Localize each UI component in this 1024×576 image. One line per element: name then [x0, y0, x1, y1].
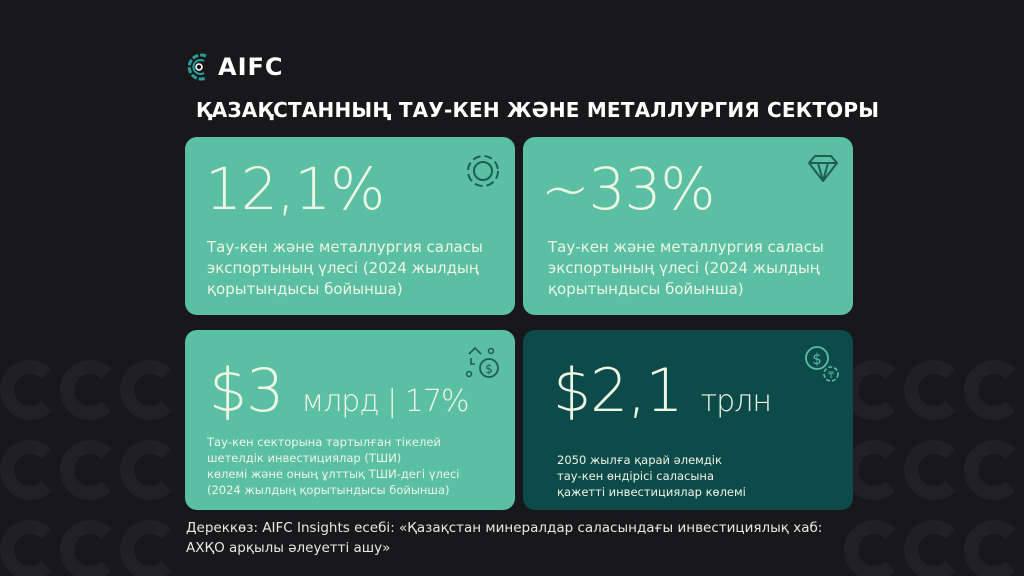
stat-card-export-share: 12,1% Тау-кен және металлургия саласы эк…: [185, 137, 515, 315]
background-pattern-right: [844, 330, 1024, 576]
stat-value: $2,1 трлн: [553, 356, 772, 426]
stat-description: Тау-кен секторына тартылған тікелей шете…: [207, 434, 459, 498]
stat-description: Тау-кен және металлургия саласы экспорты…: [207, 238, 483, 298]
stat-value: ~33%: [541, 155, 716, 223]
currency-exchange-icon: $ ₸: [805, 346, 839, 382]
svg-text:₸: ₸: [828, 371, 834, 381]
stat-unit: млрд | 17%: [301, 384, 469, 419]
brand-name: AIFC: [218, 53, 284, 81]
stat-description: 2050 жылға қарай әлемдік тау-кен өндіріс…: [557, 452, 746, 500]
stat-number: $2,1: [553, 356, 684, 426]
description-line: қажетті инвестициялар көлемі: [557, 485, 746, 499]
aifc-logo-icon: [187, 53, 207, 81]
stat-value: 12,1%: [205, 155, 385, 223]
description-line: шетелдік инвестициялар (ТШИ): [207, 451, 402, 465]
svg-text:$: $: [485, 362, 493, 376]
stat-description: Тау-кен және металлургия саласы экспорты…: [548, 238, 824, 298]
stat-unit: трлн: [700, 384, 772, 419]
description-line: (2024 жылдың қорытындысы бойынша): [207, 483, 450, 497]
description-line: тау-кен өндірісі саласына: [557, 469, 715, 483]
aifc-logo: AIFC: [186, 52, 284, 82]
description-line: 2050 жылға қарай әлемдік: [557, 453, 722, 467]
svg-text:$: $: [812, 350, 822, 368]
source-line: АХҚО арқылы әлеуетті ашу»: [186, 540, 391, 556]
page-title: ҚАЗАҚСТАННЫҢ ТАУ-КЕН ЖӘНЕ МЕТАЛЛУРГИЯ СЕ…: [196, 98, 880, 122]
background-pattern-left: [0, 330, 180, 576]
source-line: Дереккөз: AIFC Insights есебі: «Қазақста…: [186, 520, 823, 536]
diamond-icon: [808, 155, 838, 182]
stat-card-global-investment: $2,1 трлн 2050 жылға қарай әлемдік тау-к…: [523, 330, 853, 510]
stat-card-export-share-2: ~33% Тау-кен және металлургия саласы экс…: [523, 137, 853, 315]
source-note: Дереккөз: AIFC Insights есебі: «Қазақста…: [186, 518, 822, 558]
circular-arrows-icon: [467, 155, 499, 187]
investment-flow-icon: $: [465, 346, 499, 378]
stat-card-fdi: $3 млрд | 17% Тау-кен секторына тартылға…: [185, 330, 515, 510]
description-line: көлемі және оның ұлттық ТШИ-дегі үлесі: [207, 467, 460, 481]
stat-value: $3 млрд | 17%: [209, 356, 469, 426]
description-line: Тау-кен секторына тартылған тікелей: [207, 435, 441, 449]
stat-number: $3: [209, 356, 284, 426]
